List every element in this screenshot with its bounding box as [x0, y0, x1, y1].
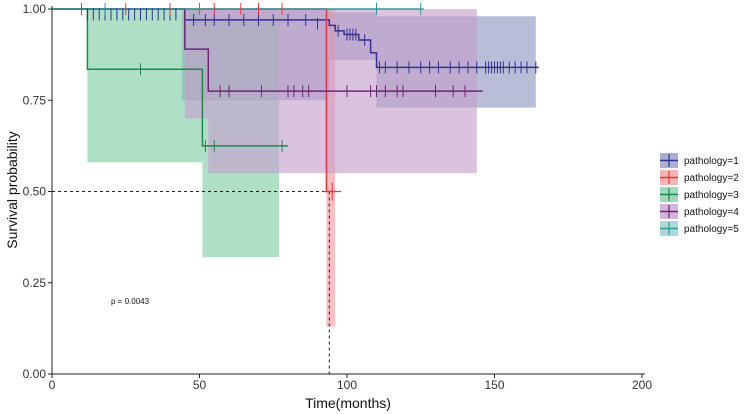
- x-ticks: 0 50 100 150 200: [49, 374, 652, 392]
- y-ticks: 0.00 0.25 0.50 0.75 1.00: [23, 2, 52, 381]
- survival-curve-1: [52, 8, 539, 69]
- legend-label: pathology=2: [684, 173, 739, 184]
- median-reference-lines: [52, 191, 330, 374]
- y-tick-label: 1.00: [23, 2, 47, 16]
- x-tick-label: 50: [193, 378, 207, 392]
- y-tick-label: 0.25: [23, 276, 47, 290]
- y-axis-label: Survival probability: [4, 131, 20, 249]
- p-value-annotation: p = 0.0043: [111, 297, 150, 306]
- axes: [51, 6, 645, 375]
- y-tick-label: 0.00: [23, 367, 47, 381]
- y-tick-label: 0.50: [23, 185, 47, 199]
- x-tick-label: 200: [632, 378, 652, 392]
- censor-marks: [81, 3, 537, 201]
- legend-label: pathology=1: [684, 156, 739, 167]
- y-tick-label: 0.75: [23, 93, 47, 107]
- x-tick-label: 150: [484, 378, 504, 392]
- legend-label: pathology=3: [684, 190, 739, 201]
- x-axis-label: Time(months): [305, 395, 391, 411]
- confidence-bands: [87, 9, 536, 327]
- legend-label: pathology=5: [684, 224, 739, 235]
- x-tick-label: 0: [49, 378, 56, 392]
- legend: pathology=1 pathology=2 pathology=3 patholo…: [660, 153, 739, 236]
- legend-label: pathology=4: [684, 207, 739, 218]
- x-tick-label: 100: [337, 378, 357, 392]
